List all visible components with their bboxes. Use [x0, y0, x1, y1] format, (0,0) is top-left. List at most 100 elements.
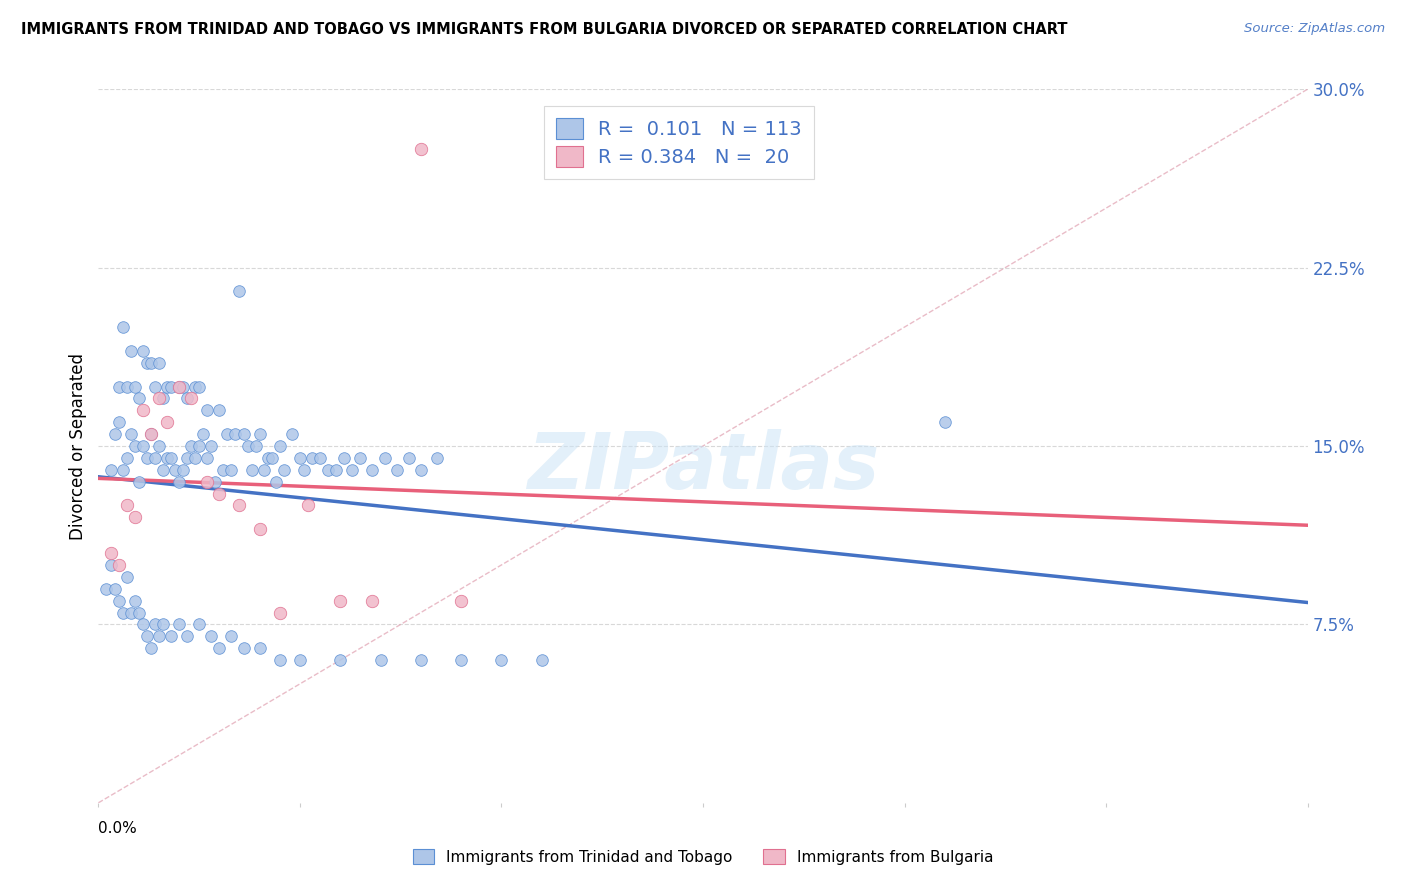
Point — [111, 463, 134, 477]
Point — [152, 463, 174, 477]
Point — [249, 641, 271, 656]
Point — [156, 379, 179, 393]
Point — [398, 450, 420, 465]
Text: Source: ZipAtlas.com: Source: ZipAtlas.com — [1244, 22, 1385, 36]
Point — [288, 450, 311, 465]
Point — [409, 142, 432, 156]
Point — [329, 593, 352, 607]
Point — [184, 450, 207, 465]
Point — [115, 499, 138, 513]
Point — [325, 463, 347, 477]
Point — [128, 392, 150, 406]
Point — [228, 285, 250, 299]
Point — [195, 450, 218, 465]
Point — [115, 570, 138, 584]
Point — [188, 379, 211, 393]
Point — [139, 356, 162, 370]
Point — [208, 486, 231, 500]
Y-axis label: Divorced or Separated: Divorced or Separated — [69, 352, 87, 540]
Point — [530, 653, 553, 667]
Point — [273, 463, 295, 477]
Point — [160, 450, 183, 465]
Point — [342, 463, 364, 477]
Point — [245, 439, 267, 453]
Point — [316, 463, 339, 477]
Point — [120, 343, 142, 358]
Point — [120, 427, 142, 442]
Point — [297, 499, 319, 513]
Point — [329, 653, 352, 667]
Point — [232, 427, 254, 442]
Text: IMMIGRANTS FROM TRINIDAD AND TOBAGO VS IMMIGRANTS FROM BULGARIA DIVORCED OR SEPA: IMMIGRANTS FROM TRINIDAD AND TOBAGO VS I… — [21, 22, 1067, 37]
Point — [167, 475, 190, 489]
Point — [124, 510, 146, 524]
Point — [103, 582, 125, 596]
Point — [167, 379, 190, 393]
Point — [115, 450, 138, 465]
Point — [160, 379, 183, 393]
Point — [176, 450, 198, 465]
Point — [148, 356, 170, 370]
Point — [269, 653, 291, 667]
Point — [167, 617, 190, 632]
Point — [292, 463, 315, 477]
Point — [100, 558, 122, 572]
Point — [208, 403, 231, 417]
Point — [124, 379, 146, 393]
Point — [232, 641, 254, 656]
Point — [152, 617, 174, 632]
Point — [269, 439, 291, 453]
Point — [200, 629, 222, 643]
Point — [450, 593, 472, 607]
Point — [240, 463, 263, 477]
Point — [107, 593, 129, 607]
Point — [148, 439, 170, 453]
Point — [156, 415, 179, 429]
Point — [172, 379, 194, 393]
Point — [152, 392, 174, 406]
Point — [172, 463, 194, 477]
Text: ZIPatlas: ZIPatlas — [527, 429, 879, 506]
Point — [139, 427, 162, 442]
Point — [135, 629, 157, 643]
Point — [208, 641, 231, 656]
Point — [309, 450, 332, 465]
Point — [148, 629, 170, 643]
Point — [193, 427, 215, 442]
Point — [361, 463, 384, 477]
Point — [124, 439, 146, 453]
Point — [180, 392, 202, 406]
Point — [107, 415, 129, 429]
Point — [249, 522, 271, 536]
Point — [221, 629, 243, 643]
Point — [111, 320, 134, 334]
Point — [180, 439, 202, 453]
Point — [143, 379, 166, 393]
Point — [143, 617, 166, 632]
Point — [212, 463, 235, 477]
Point — [188, 617, 211, 632]
Point — [103, 427, 125, 442]
Legend: Immigrants from Trinidad and Tobago, Immigrants from Bulgaria: Immigrants from Trinidad and Tobago, Imm… — [406, 843, 1000, 871]
Point — [100, 546, 122, 560]
Point — [132, 403, 155, 417]
Point — [253, 463, 276, 477]
Point — [111, 606, 134, 620]
Point — [204, 475, 226, 489]
Point — [491, 653, 513, 667]
Point — [184, 379, 207, 393]
Point — [224, 427, 246, 442]
Point — [260, 450, 283, 465]
Point — [139, 427, 162, 442]
Point — [221, 463, 243, 477]
Point — [143, 450, 166, 465]
Point — [132, 439, 155, 453]
Point — [426, 450, 449, 465]
Point — [135, 356, 157, 370]
Point — [100, 463, 122, 477]
Point — [385, 463, 408, 477]
Point — [167, 379, 190, 393]
Point — [135, 450, 157, 465]
Point — [128, 606, 150, 620]
Point — [128, 475, 150, 489]
